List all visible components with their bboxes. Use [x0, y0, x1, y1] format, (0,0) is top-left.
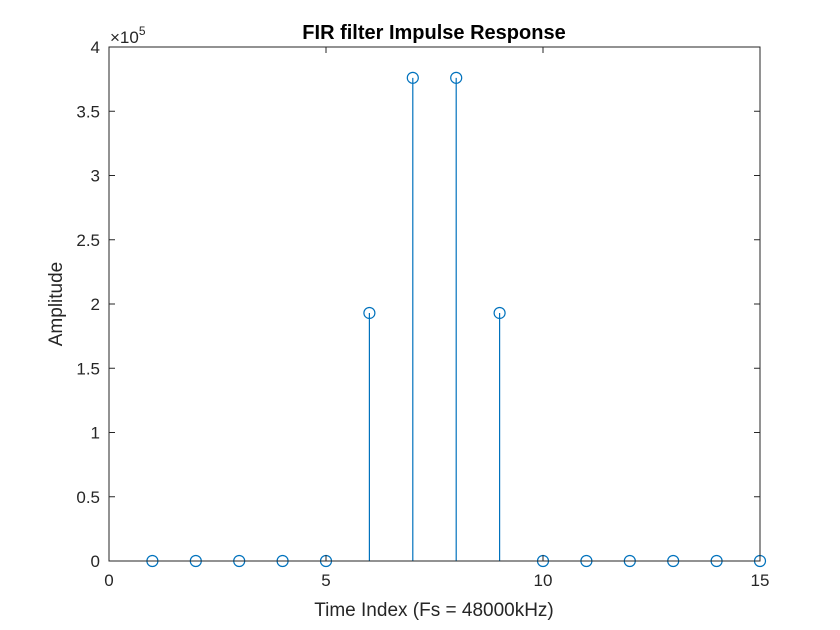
y-tick-label: 0 [91, 552, 100, 571]
y-exponent-label: ×105 [110, 24, 146, 47]
axes-background [109, 47, 760, 561]
x-tick-label: 10 [534, 571, 553, 590]
y-tick-label: 1 [91, 424, 100, 443]
stem-marker [450, 71, 463, 84]
x-ticks: 0 5 10 15 [104, 47, 769, 590]
y-tick-label: 3 [91, 167, 100, 186]
y-exponent-base: ×10 [110, 28, 139, 47]
y-tick-label: 2.5 [76, 231, 100, 250]
x-axis-label: Time Index (Fs = 48000kHz) [314, 600, 554, 621]
stem-marker [363, 306, 376, 320]
y-tick-label: 4 [91, 38, 100, 57]
chart-title: FIR filter Impulse Response [302, 22, 565, 44]
y-axis-label: Amplitude [46, 262, 67, 347]
y-tick-label: 1.5 [76, 359, 100, 378]
x-tick-label: 0 [104, 571, 113, 590]
stem-marker [493, 306, 506, 320]
y-ticks: 0 0.5 1 1.5 2 2.5 3 3.5 4 [76, 38, 760, 571]
y-exponent-power: 5 [139, 24, 146, 38]
stem-marker [406, 71, 419, 84]
y-tick-label: 2 [91, 295, 100, 314]
y-tick-label: 3.5 [76, 102, 100, 121]
y-tick-label: 0.5 [76, 488, 100, 507]
x-tick-label: 15 [751, 571, 770, 590]
x-tick-label: 5 [321, 571, 330, 590]
